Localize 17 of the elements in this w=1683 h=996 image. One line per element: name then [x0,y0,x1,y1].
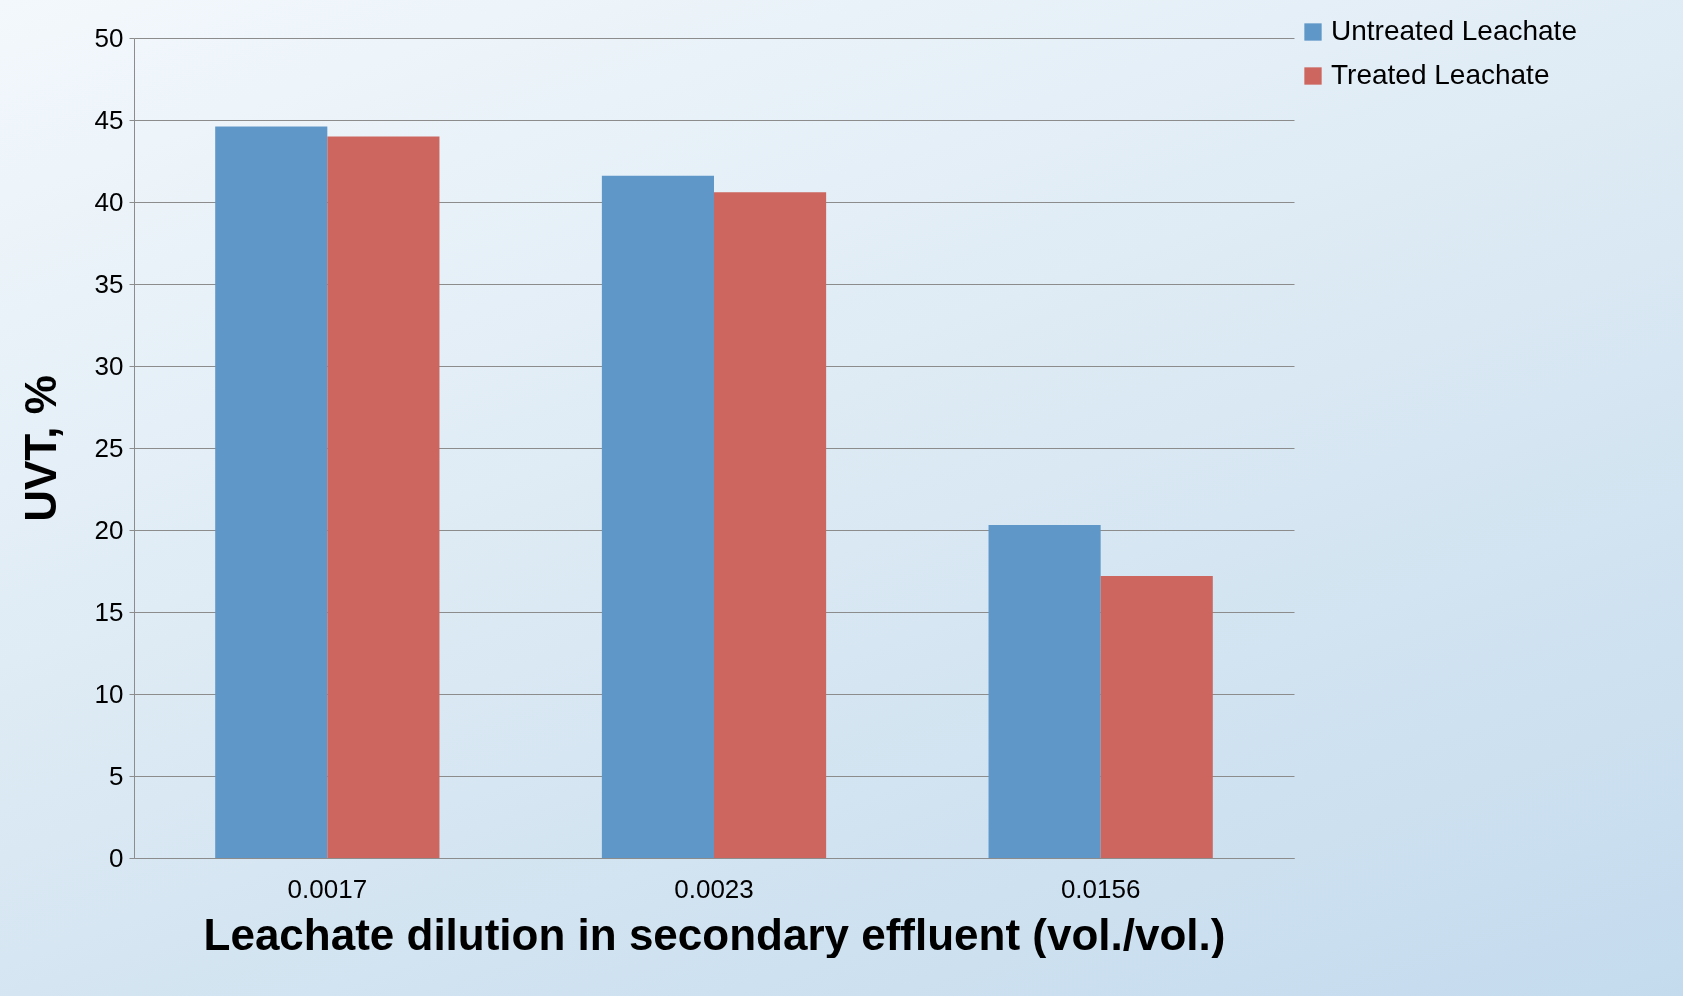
y-tick-label: 0 [109,842,124,873]
y-tick-label: 10 [94,678,124,709]
x-tick-label: 0.0156 [1060,873,1141,904]
y-tick-label: 45 [94,104,124,135]
y-tick-label: 30 [94,350,124,381]
y-tick-label: 20 [94,514,124,545]
y-tick-label: 15 [94,596,124,627]
y-tick-label: 40 [94,186,124,217]
y-tick-label: 25 [94,432,124,463]
legend-label: Untreated Leachate [1331,15,1577,46]
y-tick-label: 50 [94,22,124,53]
y-axis-title: UVT, % [15,375,65,522]
x-tick-label: 0.0023 [674,873,754,904]
y-tick-label: 35 [94,268,124,299]
y-tick-label: 5 [109,760,124,791]
legend-label: Treated Leachate [1331,59,1550,90]
x-tick-label: 0.0017 [287,873,368,904]
